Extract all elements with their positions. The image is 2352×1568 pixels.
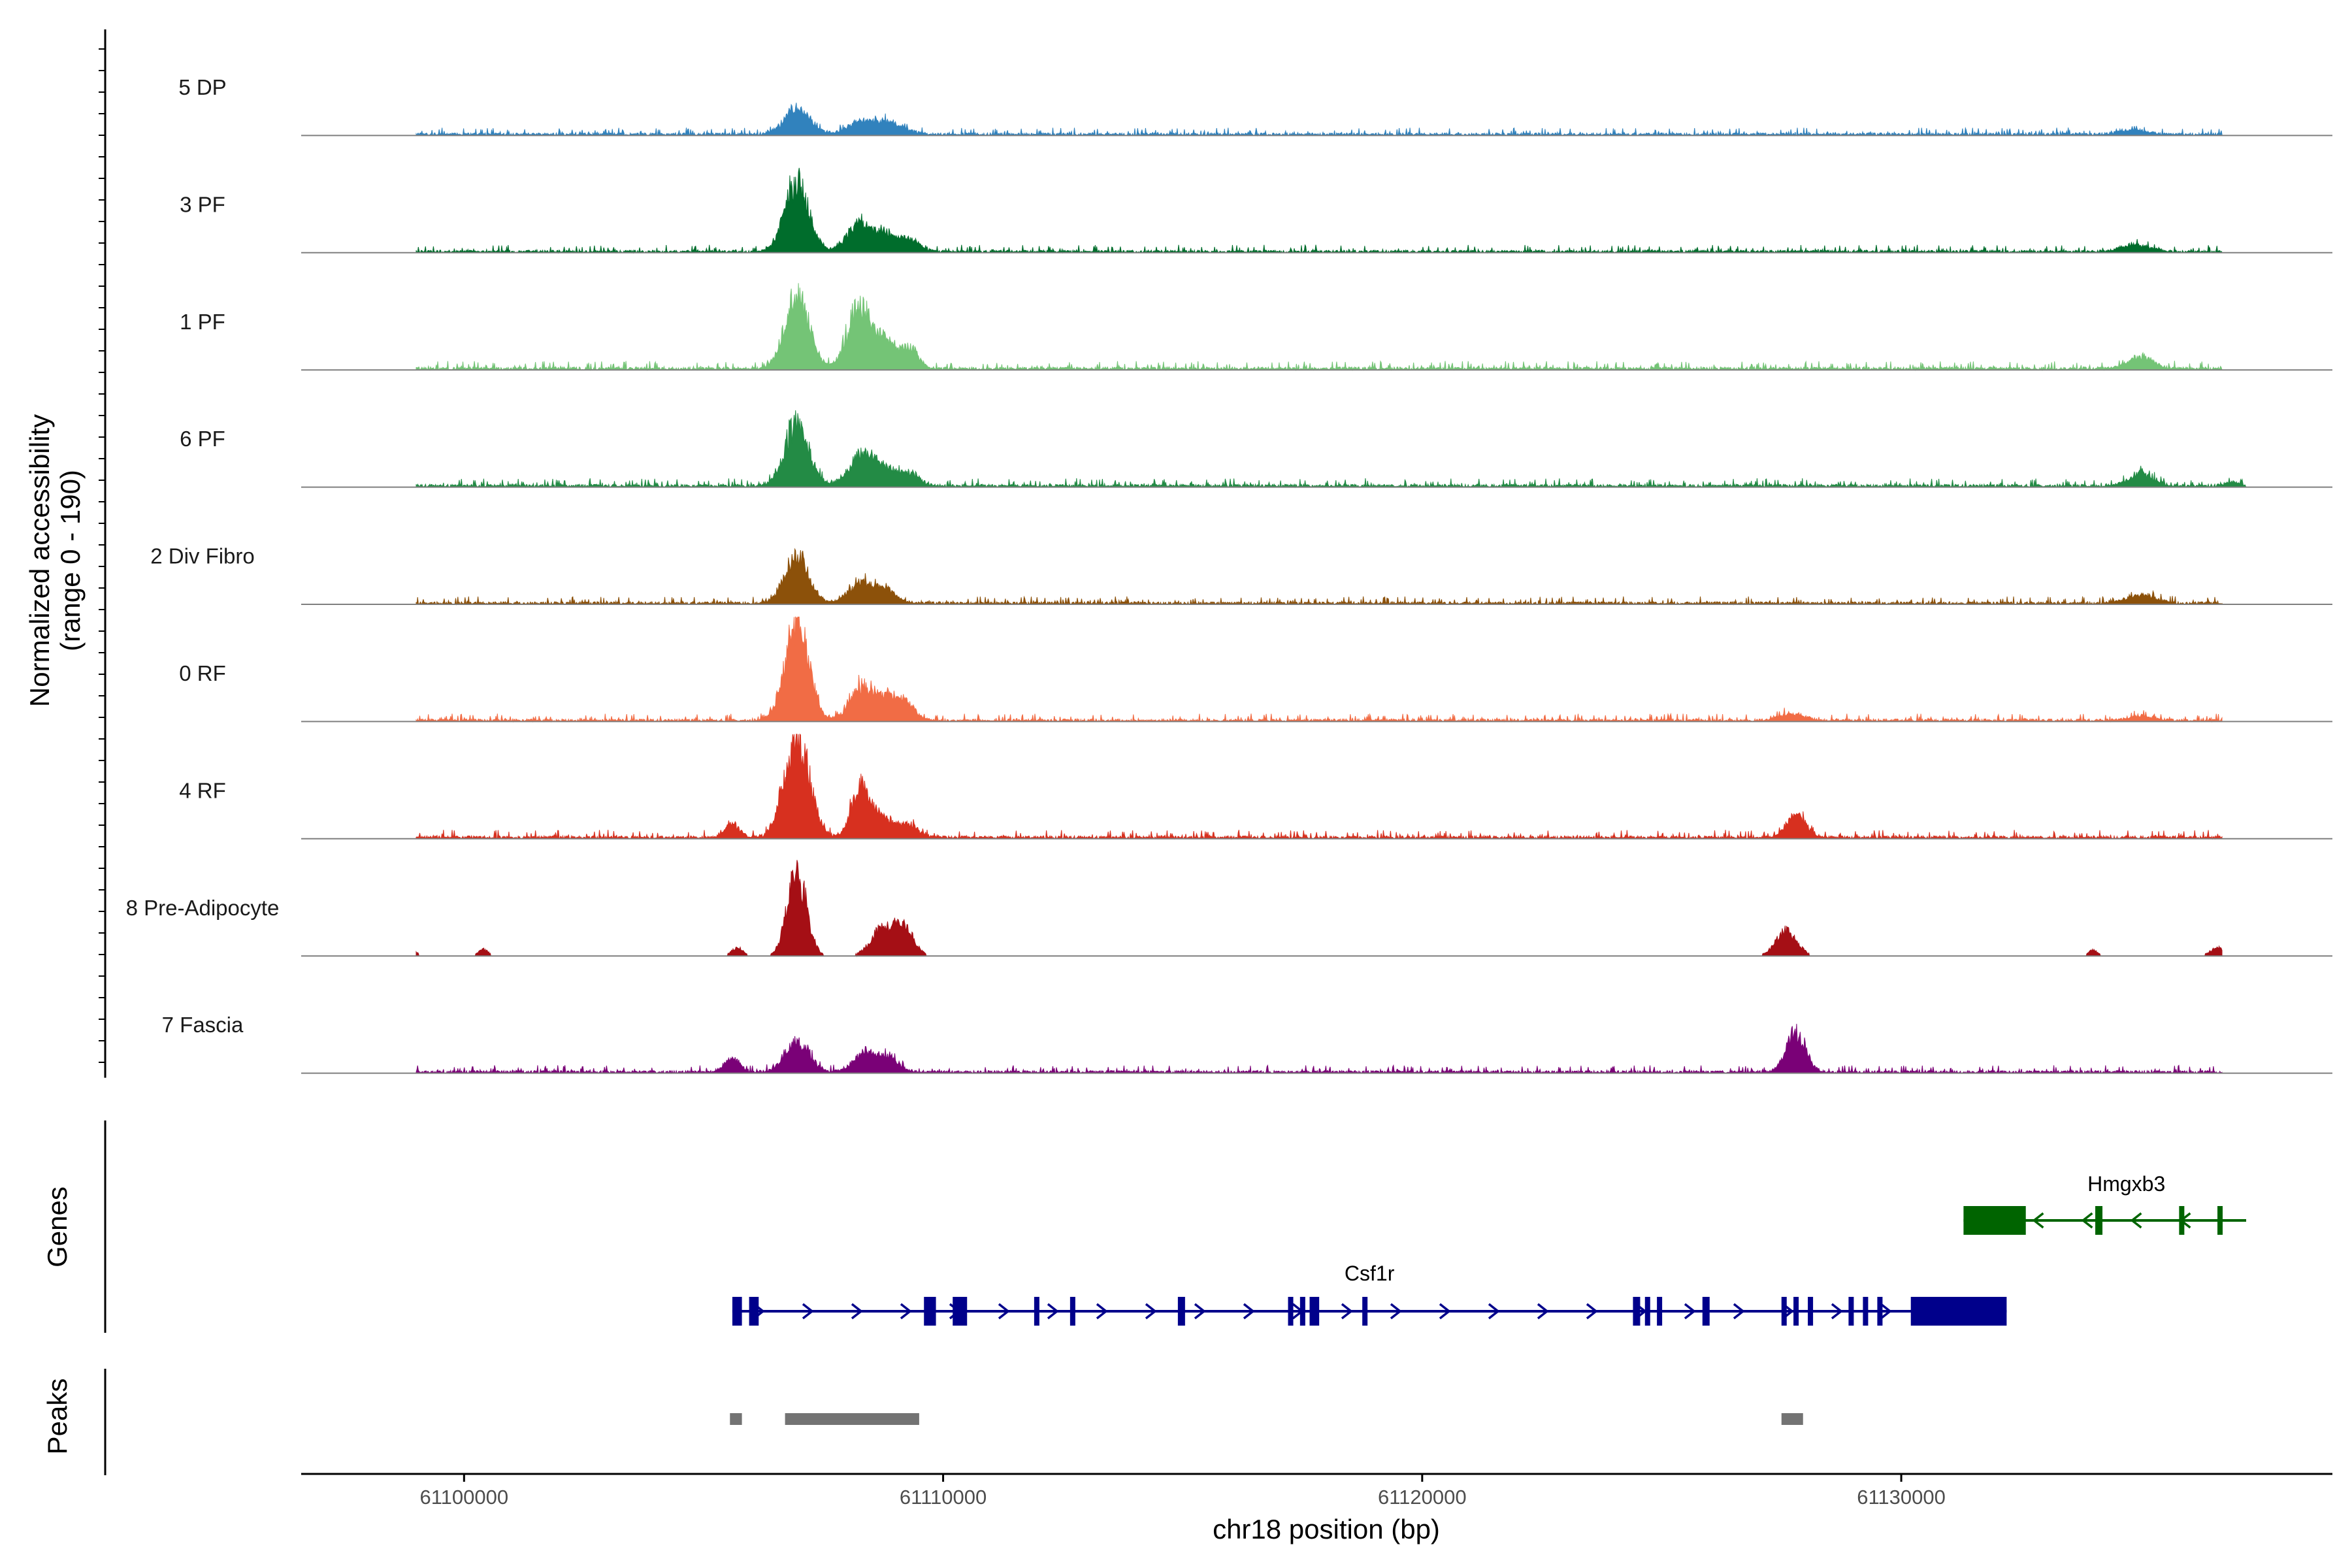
exon xyxy=(1913,1297,2007,1326)
y-axis-range: (range 0 - 190) xyxy=(55,470,86,651)
strand-arrow xyxy=(1096,1303,1108,1320)
strand-arrow xyxy=(1880,1303,1892,1320)
strand-arrow xyxy=(1145,1303,1157,1320)
exon xyxy=(1070,1297,1075,1326)
track-label: 7 Fascia xyxy=(162,1013,244,1037)
peak-panel xyxy=(104,1369,1803,1475)
exon xyxy=(1657,1297,1663,1326)
track-1-pf: 1 PF xyxy=(180,283,2332,372)
coverage-area xyxy=(416,733,2223,840)
strand-arrow xyxy=(1488,1303,1500,1320)
strand-arrow xyxy=(851,1303,863,1320)
exon xyxy=(749,1297,759,1326)
strand-arrow xyxy=(1047,1303,1059,1320)
gene-label: Csf1r xyxy=(1345,1262,1395,1285)
exon xyxy=(1034,1297,1039,1326)
x-axis-title: chr18 position (bp) xyxy=(1213,1514,1440,1544)
strand-arrow xyxy=(1684,1303,1696,1320)
exon xyxy=(2179,1206,2185,1235)
track-5-dp: 5 DP xyxy=(178,75,2332,137)
exon xyxy=(1793,1297,1799,1326)
coverage-tracks: 5 DP 3 PF 1 PF 6 PF 2 Div Fibro 0 RF 4 RF 8 Pre… xyxy=(99,29,2332,1078)
exon xyxy=(2217,1206,2223,1235)
strand-arrow xyxy=(1733,1303,1745,1320)
strand-arrow xyxy=(2130,1212,2142,1229)
track-3-pf: 3 PF xyxy=(180,167,2332,254)
track-6-pf: 6 PF xyxy=(180,410,2332,489)
exon xyxy=(924,1297,936,1326)
strand-arrow xyxy=(998,1303,1010,1320)
coverage-area xyxy=(416,167,2223,254)
strand-arrow xyxy=(1243,1303,1255,1320)
gene-label: Hmgxb3 xyxy=(2087,1172,2165,1196)
exon xyxy=(1362,1297,1368,1326)
x-tick-label: 61100000 xyxy=(419,1486,508,1509)
exon xyxy=(2095,1206,2103,1235)
strand-arrow xyxy=(1390,1303,1402,1320)
coverage-area xyxy=(416,547,2223,606)
track-label: 5 DP xyxy=(178,75,226,99)
track-0-rf: 0 RF xyxy=(179,616,2332,723)
exon xyxy=(1781,1297,1787,1326)
strand-arrow xyxy=(1537,1303,1549,1320)
track-label: 6 PF xyxy=(180,427,225,451)
track-4-rf: 4 RF xyxy=(179,733,2332,840)
x-axis: 61100000 61110000 61120000 61130000 xyxy=(301,1473,2332,1509)
track-label: 4 RF xyxy=(179,778,226,802)
coverage-area xyxy=(416,616,2223,723)
track-7-fascia: 7 Fascia xyxy=(162,1013,2332,1075)
exon xyxy=(1309,1297,1320,1326)
exon xyxy=(1848,1297,1854,1326)
peak-region xyxy=(1781,1413,1803,1425)
exon xyxy=(1808,1297,1814,1326)
exon xyxy=(953,1297,968,1326)
coverage-area xyxy=(416,410,2246,489)
coverage-area xyxy=(416,860,2223,958)
strand-arrow xyxy=(1341,1303,1353,1320)
peak-region xyxy=(730,1413,742,1425)
y-axis-title: Normalized accessibility xyxy=(24,414,55,707)
exon xyxy=(1863,1297,1869,1326)
coverage-area xyxy=(416,283,2223,372)
exon xyxy=(1288,1297,1294,1326)
gene-hmgxb3: Hmgxb3 xyxy=(1963,1172,2247,1235)
genes-panel-label: Genes xyxy=(42,1186,73,1267)
coverage-area xyxy=(416,103,2223,137)
strand-arrow xyxy=(802,1303,814,1320)
x-tick-label: 61130000 xyxy=(1857,1486,1946,1509)
peaks-panel-label: Peaks xyxy=(42,1379,73,1455)
exon xyxy=(732,1297,742,1326)
x-tick-label: 61120000 xyxy=(1378,1486,1467,1509)
track-label: 1 PF xyxy=(180,310,225,334)
track-label: 3 PF xyxy=(180,192,225,216)
exon xyxy=(1963,1206,2026,1235)
strand-arrow xyxy=(1586,1303,1598,1320)
strand-arrow xyxy=(1439,1303,1451,1320)
strand-arrow xyxy=(900,1303,912,1320)
peak-region xyxy=(785,1413,919,1425)
exon xyxy=(1633,1297,1641,1326)
gene-csf1r: Csf1r xyxy=(732,1262,2007,1326)
exon xyxy=(1702,1297,1710,1326)
exon xyxy=(1299,1297,1305,1326)
coverage-area xyxy=(416,1024,2223,1075)
strand-arrow xyxy=(1194,1303,1206,1320)
strand-arrow xyxy=(2032,1212,2044,1229)
x-tick-label: 61110000 xyxy=(900,1486,987,1509)
exon xyxy=(1177,1297,1185,1326)
track-label: 2 Div Fibro xyxy=(150,544,255,568)
track-8-pre-adipocyte: 8 Pre-Adipocyte xyxy=(126,860,2332,958)
exon xyxy=(1877,1297,1883,1326)
exon xyxy=(1644,1297,1650,1326)
strand-arrow xyxy=(2081,1212,2093,1229)
track-label: 0 RF xyxy=(179,661,226,685)
gene-annotation-panel: Csf1r Hmgxb3 xyxy=(104,1120,2247,1333)
track-2-div-fibro: 2 Div Fibro xyxy=(150,544,2332,606)
track-label: 8 Pre-Adipocyte xyxy=(126,896,280,920)
strand-arrow xyxy=(1831,1303,1843,1320)
